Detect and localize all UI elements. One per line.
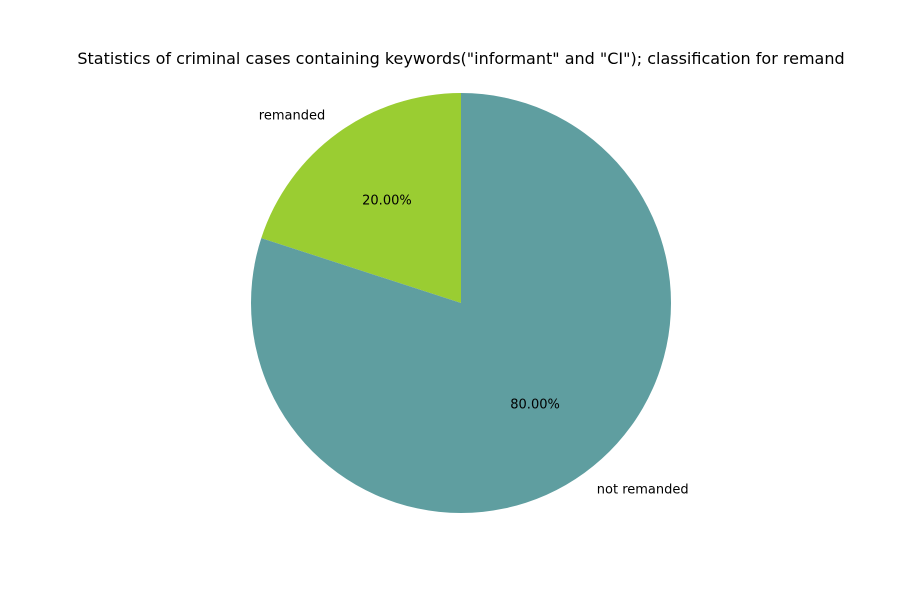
pie-slice-remanded: [261, 93, 461, 303]
pie-slices: [251, 93, 672, 513]
pie-labels: remanded 20.00% not remanded 80.00%: [259, 109, 689, 498]
slice-label-remanded: remanded: [259, 109, 325, 124]
pie-slice-not-remanded: [251, 93, 672, 513]
chart-title: Statistics of criminal cases containing …: [77, 49, 844, 68]
slice-percent-not-remanded: 80.00%: [510, 397, 560, 412]
slice-label-not-remanded: not remanded: [597, 482, 689, 497]
slice-percent-remanded: 20.00%: [362, 194, 412, 209]
